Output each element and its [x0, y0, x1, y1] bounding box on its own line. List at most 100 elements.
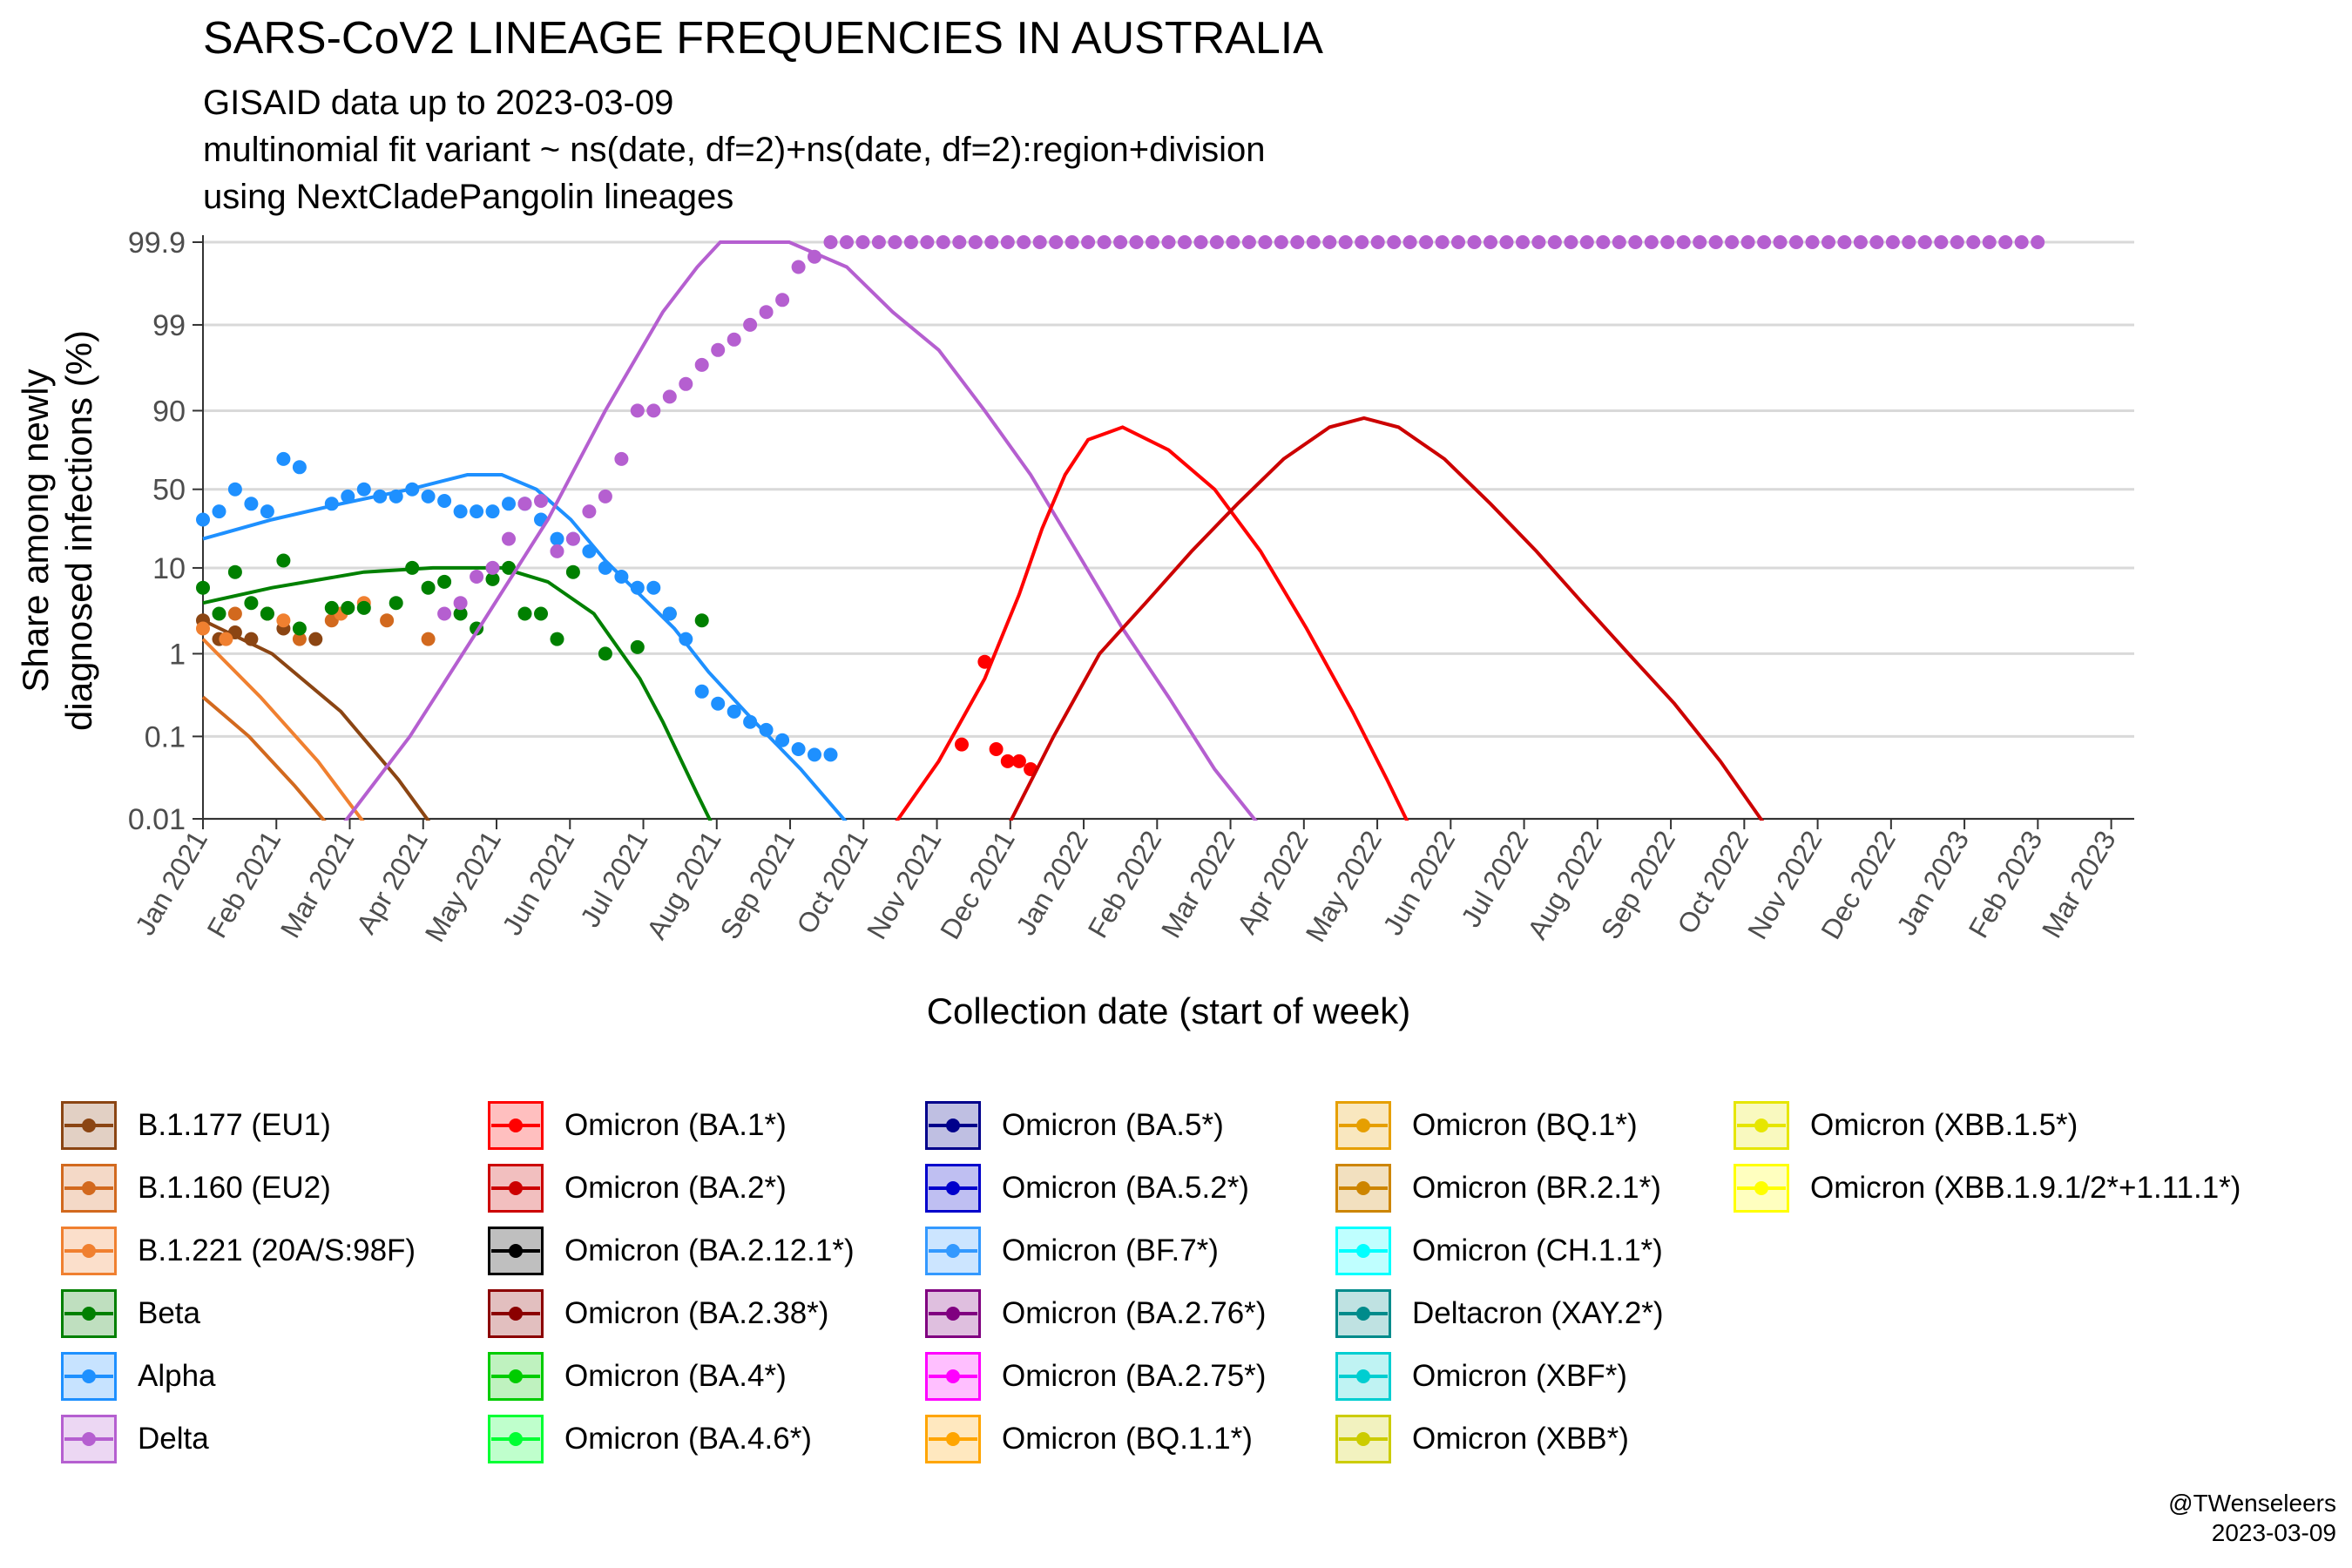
legend-item: Omicron (BQ.1.1*) [925, 1414, 1253, 1464]
data-point-3-5 [276, 553, 291, 568]
data-point-4-15 [453, 504, 468, 519]
fit-line-3 [202, 565, 713, 821]
y-tick-label: 0.1 [145, 720, 186, 754]
data-point-3-12 [421, 580, 436, 595]
chart-subtitle-line-1: GISAID data up to 2023-03-09 [203, 84, 674, 122]
data-point-5-84 [1789, 235, 1803, 249]
y-axis-label: Share among newly [15, 368, 56, 692]
legend-item: Omicron (XBF*) [1335, 1351, 1627, 1402]
legend-key [488, 1227, 544, 1275]
y-tick-label: 99 [152, 309, 186, 342]
x-tick-label: Jul 2021 [574, 826, 654, 933]
data-point-5-17 [711, 342, 726, 357]
x-tick-label: Dec 2021 [934, 826, 1021, 945]
legend-item: Omicron (XBB.1.5*) [1734, 1100, 2078, 1151]
data-point-5-63 [1451, 235, 1465, 249]
x-tick-label: Apr 2021 [350, 826, 434, 939]
data-point-5-34 [984, 235, 999, 249]
data-point-5-10 [598, 489, 612, 504]
data-point-5-99 [2031, 235, 2045, 249]
data-point-5-65 [1484, 235, 1497, 249]
data-point-5-60 [1402, 235, 1417, 249]
legend-key [61, 1352, 117, 1401]
data-point-4-37 [808, 747, 821, 762]
credit-date: 2023-03-09 [2211, 1519, 2336, 1546]
x-tick-label: Jan 2023 [1890, 826, 1975, 941]
legend-item: Omicron (XBB.1.9.1/2*+1.11.1*) [1734, 1163, 2240, 1213]
data-point-6-0 [955, 737, 969, 752]
data-point-5-6 [534, 494, 548, 508]
data-point-5-74 [1628, 235, 1643, 249]
x-tick-label: Mar 2022 [1155, 826, 1241, 943]
data-point-1-3 [380, 613, 395, 628]
data-point-5-56 [1338, 235, 1353, 249]
x-tick-label: Apr 2022 [1231, 826, 1315, 939]
data-point-5-69 [1547, 235, 1562, 249]
legend-key [925, 1352, 981, 1401]
data-point-5-5 [517, 497, 532, 511]
data-point-4-8 [341, 489, 355, 504]
data-point-5-36 [1017, 235, 1031, 249]
legend-label: B.1.177 (EU1) [138, 1108, 331, 1142]
data-point-4-11 [389, 489, 403, 504]
data-point-5-14 [662, 389, 677, 404]
data-point-4-34 [759, 722, 774, 737]
x-tick-label: Mar 2021 [274, 826, 361, 943]
data-point-5-32 [952, 235, 967, 249]
legend-label: Alpha [138, 1359, 216, 1393]
data-point-3-25 [694, 613, 709, 628]
data-point-3-6 [292, 621, 307, 636]
data-point-5-8 [565, 531, 580, 546]
data-point-5-37 [1032, 235, 1047, 249]
data-point-6-1 [977, 654, 992, 669]
chart-subtitle-line-2: multinomial fit variant ~ ns(date, df=2)… [203, 131, 1266, 169]
data-point-4-16 [470, 504, 484, 519]
x-tick-label: Mar 2023 [2036, 826, 2122, 943]
y-tick-label: 50 [152, 474, 186, 507]
legend-key [61, 1289, 117, 1338]
x-tick-label: Jan 2021 [129, 826, 213, 941]
y-axis-label-line-2: diagnosed infections (%) [58, 330, 99, 731]
data-point-5-47 [1193, 235, 1208, 249]
data-point-5-12 [630, 403, 645, 418]
data-point-4-24 [598, 560, 612, 575]
fit-line-1 [201, 695, 327, 821]
data-point-3-17 [502, 560, 516, 575]
legend-label: Omicron (BA.2.75*) [1002, 1359, 1267, 1393]
data-point-5-77 [1676, 235, 1691, 249]
legend-item: Omicron (BA.2.75*) [925, 1351, 1266, 1402]
legend-label: Omicron (XBB*) [1412, 1422, 1629, 1456]
x-tick-label: Feb 2022 [1082, 826, 1168, 943]
data-point-4-14 [437, 494, 452, 508]
data-point-4-13 [421, 489, 436, 504]
data-point-5-90 [1885, 235, 1900, 249]
data-point-5-18 [727, 332, 741, 347]
data-point-3-21 [565, 564, 580, 579]
legend-item: Omicron (BA.1*) [488, 1100, 787, 1151]
legend-label: Delta [138, 1422, 209, 1456]
data-point-4-6 [292, 460, 307, 475]
legend-item: Omicron (BA.4.6*) [488, 1414, 812, 1464]
data-point-5-72 [1596, 235, 1611, 249]
data-point-3-19 [534, 606, 548, 621]
legend-item: B.1.221 (20A/S:98F) [61, 1226, 416, 1276]
data-point-5-55 [1322, 235, 1337, 249]
fit-line-5 [343, 240, 1258, 821]
legend-item: Delta [61, 1414, 209, 1464]
data-point-6-4 [1011, 754, 1026, 768]
data-point-4-2 [227, 482, 242, 497]
data-point-5-52 [1274, 235, 1288, 249]
data-point-3-1 [212, 606, 226, 621]
data-point-5-62 [1435, 235, 1450, 249]
data-point-5-15 [679, 376, 693, 391]
data-point-5-9 [582, 504, 597, 519]
data-point-5-68 [1531, 235, 1546, 249]
legend-key [61, 1227, 117, 1275]
data-point-3-11 [405, 560, 420, 575]
x-tick-label: Oct 2022 [1671, 825, 1754, 938]
y-tick-label: 10 [152, 552, 186, 585]
data-point-5-94 [1950, 235, 1964, 249]
legend-key [925, 1227, 981, 1275]
fit-line-0 [202, 618, 431, 821]
data-point-5-7 [550, 544, 564, 558]
